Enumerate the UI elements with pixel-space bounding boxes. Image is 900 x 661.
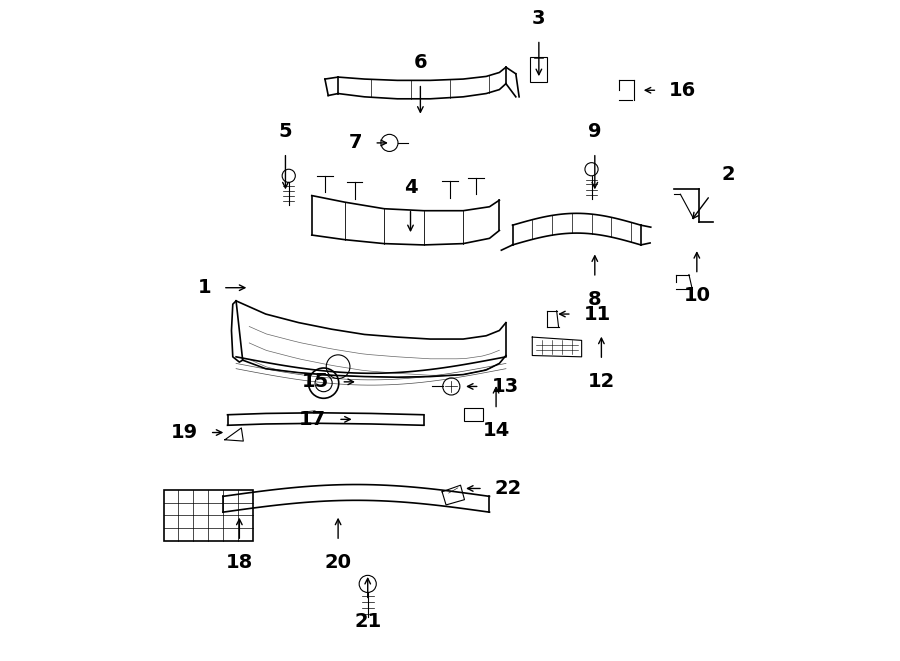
Text: 18: 18	[226, 553, 253, 572]
Text: 5: 5	[279, 122, 292, 141]
Text: 16: 16	[670, 81, 697, 100]
Text: 7: 7	[349, 134, 363, 153]
Text: 13: 13	[491, 377, 518, 396]
Text: 9: 9	[588, 122, 601, 141]
Text: 10: 10	[683, 286, 710, 305]
Text: 22: 22	[495, 479, 522, 498]
Text: 8: 8	[588, 290, 601, 309]
Bar	[530, 57, 547, 82]
Text: 1: 1	[197, 278, 211, 297]
Text: 21: 21	[354, 612, 382, 631]
Text: 3: 3	[532, 9, 545, 28]
Text: 17: 17	[299, 410, 327, 429]
Text: 4: 4	[404, 178, 418, 197]
Text: 12: 12	[588, 372, 615, 391]
Text: 11: 11	[583, 305, 611, 323]
Text: 2: 2	[722, 165, 735, 184]
Text: 14: 14	[482, 421, 509, 440]
Bar	[464, 408, 483, 421]
Text: 6: 6	[414, 53, 427, 72]
Text: 19: 19	[171, 423, 198, 442]
Text: 20: 20	[325, 553, 352, 572]
Bar	[164, 490, 253, 541]
Text: 15: 15	[302, 372, 329, 391]
